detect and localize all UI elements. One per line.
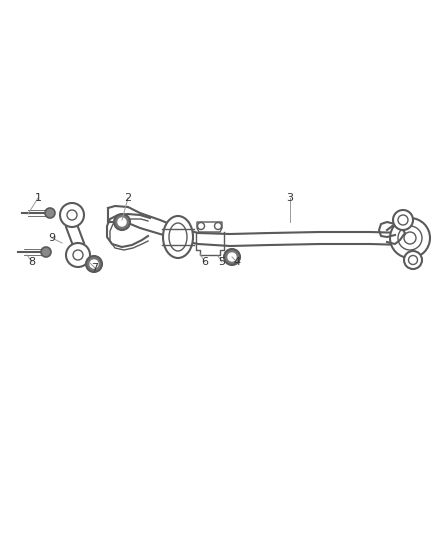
Circle shape: [45, 208, 55, 218]
Circle shape: [41, 247, 51, 257]
Circle shape: [90, 260, 98, 268]
Ellipse shape: [163, 216, 193, 258]
Circle shape: [114, 214, 130, 230]
Text: 2: 2: [124, 193, 131, 203]
Circle shape: [228, 253, 236, 261]
Text: 8: 8: [28, 257, 35, 267]
Text: 4: 4: [233, 257, 240, 267]
Ellipse shape: [169, 223, 187, 251]
Text: 1: 1: [35, 193, 42, 203]
Circle shape: [404, 251, 422, 269]
Text: 3: 3: [286, 193, 293, 203]
Text: 9: 9: [49, 233, 56, 243]
Text: 6: 6: [201, 257, 208, 267]
Circle shape: [224, 249, 240, 265]
Polygon shape: [108, 206, 405, 246]
Circle shape: [86, 256, 102, 272]
Polygon shape: [197, 222, 222, 232]
Circle shape: [118, 218, 126, 226]
Circle shape: [393, 210, 413, 230]
Circle shape: [390, 218, 430, 258]
Text: 5: 5: [219, 257, 226, 267]
Text: 7: 7: [92, 263, 99, 273]
